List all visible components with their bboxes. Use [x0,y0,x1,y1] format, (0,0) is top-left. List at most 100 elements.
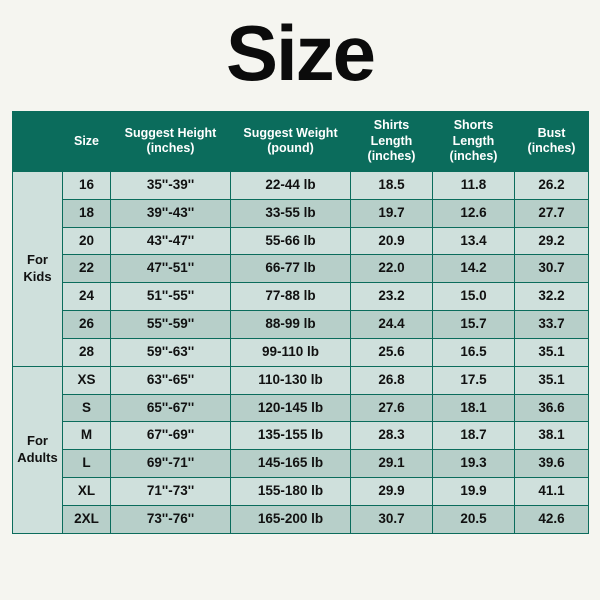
table-row: 2247''-51''66-77 lb22.014.230.7 [13,255,589,283]
cell-weight: 66-77 lb [231,255,351,283]
cell-shirts: 25.6 [351,338,433,366]
cell-shirts: 26.8 [351,366,433,394]
cell-size: 2XL [63,506,111,534]
table-row: L69''-71''145-165 lb29.119.339.6 [13,450,589,478]
cell-bust: 26.2 [515,171,589,199]
category-cell: ForKids [13,171,63,366]
table-row: 2043''-47''55-66 lb20.913.429.2 [13,227,589,255]
table-row: 2451''-55''77-88 lb23.215.032.2 [13,283,589,311]
cell-weight: 165-200 lb [231,506,351,534]
cell-shorts: 12.6 [433,199,515,227]
cell-shirts: 29.1 [351,450,433,478]
cell-weight: 110-130 lb [231,366,351,394]
cell-size: 22 [63,255,111,283]
cell-size: 28 [63,338,111,366]
cell-size: 20 [63,227,111,255]
cell-size: M [63,422,111,450]
cell-height: 39''-43'' [111,199,231,227]
header-corner [13,112,63,172]
header-weight: Suggest Weight(pound) [231,112,351,172]
cell-weight: 22-44 lb [231,171,351,199]
cell-weight: 55-66 lb [231,227,351,255]
header-bust: Bust(inches) [515,112,589,172]
cell-height: 43''-47'' [111,227,231,255]
cell-height: 67''-69'' [111,422,231,450]
cell-bust: 41.1 [515,478,589,506]
table-row: 2655''-59''88-99 lb24.415.733.7 [13,311,589,339]
size-table-body: ForKids1635''-39''22-44 lb18.511.826.218… [13,171,589,533]
cell-size: 16 [63,171,111,199]
cell-size: 26 [63,311,111,339]
cell-shirts: 24.4 [351,311,433,339]
header-height: Suggest Height(inches) [111,112,231,172]
cell-size: 18 [63,199,111,227]
table-row: 2XL73''-76''165-200 lb30.720.542.6 [13,506,589,534]
cell-bust: 35.1 [515,366,589,394]
table-row: ForAdultsXS63''-65''110-130 lb26.817.535… [13,366,589,394]
table-row: 1839''-43''33-55 lb19.712.627.7 [13,199,589,227]
cell-shirts: 18.5 [351,171,433,199]
cell-height: 73''-76'' [111,506,231,534]
cell-shorts: 15.0 [433,283,515,311]
cell-height: 59''-63'' [111,338,231,366]
cell-size: S [63,394,111,422]
cell-bust: 36.6 [515,394,589,422]
header-shirts: Shirts Length(inches) [351,112,433,172]
cell-shorts: 20.5 [433,506,515,534]
cell-shorts: 14.2 [433,255,515,283]
cell-shorts: 19.3 [433,450,515,478]
cell-bust: 39.6 [515,450,589,478]
cell-shorts: 13.4 [433,227,515,255]
table-row: ForKids1635''-39''22-44 lb18.511.826.2 [13,171,589,199]
cell-weight: 135-155 lb [231,422,351,450]
cell-weight: 33-55 lb [231,199,351,227]
cell-shorts: 18.7 [433,422,515,450]
cell-bust: 32.2 [515,283,589,311]
cell-bust: 29.2 [515,227,589,255]
cell-weight: 99-110 lb [231,338,351,366]
cell-weight: 155-180 lb [231,478,351,506]
cell-shorts: 16.5 [433,338,515,366]
cell-shorts: 15.7 [433,311,515,339]
cell-bust: 38.1 [515,422,589,450]
cell-shirts: 20.9 [351,227,433,255]
table-row: XL71''-73''155-180 lb29.919.941.1 [13,478,589,506]
cell-size: L [63,450,111,478]
cell-shorts: 11.8 [433,171,515,199]
size-table-container: Size Suggest Height(inches) Suggest Weig… [12,111,588,534]
cell-shirts: 29.9 [351,478,433,506]
cell-shorts: 18.1 [433,394,515,422]
cell-height: 55''-59'' [111,311,231,339]
cell-shirts: 22.0 [351,255,433,283]
cell-size: XL [63,478,111,506]
cell-bust: 42.6 [515,506,589,534]
cell-shorts: 19.9 [433,478,515,506]
cell-bust: 30.7 [515,255,589,283]
cell-height: 35''-39'' [111,171,231,199]
cell-bust: 27.7 [515,199,589,227]
cell-bust: 35.1 [515,338,589,366]
category-cell: ForAdults [13,366,63,533]
size-table: Size Suggest Height(inches) Suggest Weig… [12,111,589,534]
cell-shirts: 19.7 [351,199,433,227]
header-shorts: Shorts Length(inches) [433,112,515,172]
cell-height: 71''-73'' [111,478,231,506]
header-row: Size Suggest Height(inches) Suggest Weig… [13,112,589,172]
cell-weight: 88-99 lb [231,311,351,339]
cell-height: 47''-51'' [111,255,231,283]
cell-height: 69''-71'' [111,450,231,478]
cell-size: 24 [63,283,111,311]
cell-shirts: 27.6 [351,394,433,422]
cell-shirts: 30.7 [351,506,433,534]
cell-height: 65''-67'' [111,394,231,422]
table-row: S65''-67''120-145 lb27.618.136.6 [13,394,589,422]
cell-weight: 120-145 lb [231,394,351,422]
cell-shirts: 28.3 [351,422,433,450]
cell-bust: 33.7 [515,311,589,339]
cell-height: 63''-65'' [111,366,231,394]
cell-weight: 145-165 lb [231,450,351,478]
header-size: Size [63,112,111,172]
cell-size: XS [63,366,111,394]
page-title: Size [226,8,374,99]
table-row: 2859''-63''99-110 lb25.616.535.1 [13,338,589,366]
